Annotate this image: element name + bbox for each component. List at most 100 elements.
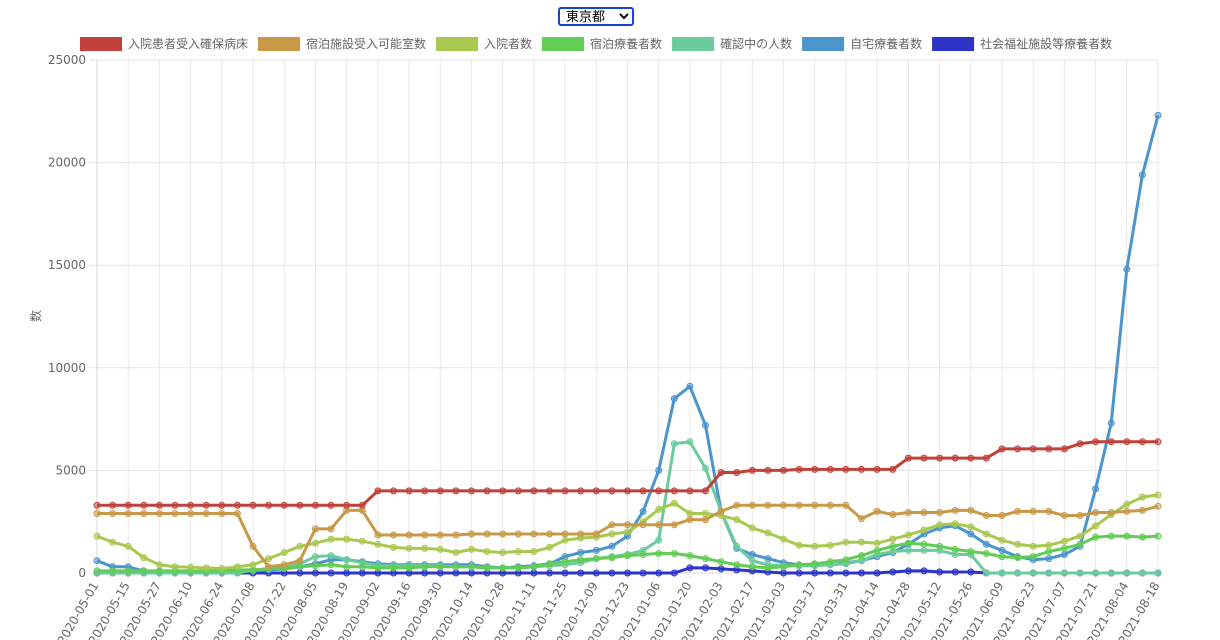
data-point[interactable] [1092,522,1100,530]
data-point[interactable] [468,569,475,577]
data-point[interactable] [904,567,912,575]
data-point[interactable] [546,530,553,538]
legend-label-4[interactable]: 確認中の人数 [720,36,792,51]
data-point[interactable] [670,440,678,448]
data-point[interactable] [1123,265,1131,273]
data-point[interactable] [748,466,756,474]
data-point[interactable] [311,562,319,570]
data-point[interactable] [530,530,538,538]
data-point[interactable] [109,567,117,575]
data-point[interactable] [780,569,787,577]
data-point[interactable] [967,523,975,531]
data-point[interactable] [748,551,756,558]
data-point[interactable] [889,542,897,550]
data-point[interactable] [639,551,647,558]
data-point[interactable] [327,501,335,509]
data-point[interactable] [171,563,179,571]
data-point[interactable] [311,539,319,547]
data-point[interactable] [1092,509,1100,516]
data-point[interactable] [577,487,585,495]
data-point[interactable] [468,545,475,553]
data-point[interactable] [670,550,678,557]
data-point[interactable] [296,542,304,550]
data-point[interactable] [873,569,881,577]
data-point[interactable] [296,563,304,571]
data-point[interactable] [374,564,382,572]
data-point[interactable] [1154,502,1162,510]
data-point[interactable] [218,501,226,509]
data-point[interactable] [93,557,101,565]
data-point[interactable] [811,501,819,509]
data-point[interactable] [1029,553,1037,561]
legend-swatch-0[interactable] [80,37,122,51]
data-point[interactable] [717,565,725,573]
data-point[interactable] [655,466,663,474]
data-point[interactable] [686,516,694,524]
data-point[interactable] [842,501,850,509]
data-point[interactable] [780,501,787,509]
data-point[interactable] [982,530,990,538]
data-point[interactable] [592,487,600,495]
legend-label-5[interactable]: 自宅療養者数 [850,36,922,51]
data-point[interactable] [686,510,694,517]
data-point[interactable] [858,515,865,523]
data-point[interactable] [452,487,460,495]
data-point[interactable] [904,509,912,516]
data-point[interactable] [1076,569,1084,577]
data-point[interactable] [436,569,444,577]
data-point[interactable] [499,487,507,495]
data-point[interactable] [1107,509,1115,516]
data-point[interactable] [1154,111,1162,119]
data-point[interactable] [1123,438,1131,446]
data-point[interactable] [670,521,678,529]
data-point[interactable] [483,487,491,495]
data-point[interactable] [1014,569,1022,577]
data-point[interactable] [218,565,226,572]
data-point[interactable] [390,487,397,495]
data-point[interactable] [124,510,132,517]
data-point[interactable] [327,552,335,560]
data-point[interactable] [608,542,616,550]
data-point[interactable] [702,564,709,572]
legend-label-3[interactable]: 宿泊療養者数 [590,36,662,51]
data-point[interactable] [436,563,444,571]
data-point[interactable] [1138,438,1146,446]
data-point[interactable] [530,548,538,555]
data-point[interactable] [311,501,319,509]
data-point[interactable] [155,561,163,569]
data-point[interactable] [982,550,990,557]
data-point[interactable] [717,469,725,476]
data-point[interactable] [1076,540,1084,548]
data-point[interactable] [920,540,928,548]
data-point[interactable] [1014,507,1022,515]
data-point[interactable] [624,528,631,536]
data-point[interactable] [327,561,335,569]
data-point[interactable] [951,520,959,528]
data-point[interactable] [702,464,709,472]
data-point[interactable] [639,487,647,495]
data-point[interactable] [374,487,382,495]
data-point[interactable] [311,569,319,577]
data-point[interactable] [577,549,585,556]
data-point[interactable] [826,465,834,473]
data-point[interactable] [171,501,179,509]
data-point[interactable] [1123,500,1131,508]
data-point[interactable] [998,569,1006,577]
data-point[interactable] [920,509,928,516]
data-point[interactable] [967,454,975,462]
data-point[interactable] [1092,485,1100,493]
data-point[interactable] [187,501,195,509]
data-point[interactable] [233,510,241,517]
data-point[interactable] [592,569,600,577]
data-point[interactable] [624,569,631,577]
data-point[interactable] [795,561,803,569]
data-point[interactable] [499,549,507,556]
data-point[interactable] [592,546,600,554]
data-point[interactable] [483,530,491,538]
data-point[interactable] [483,548,491,555]
data-point[interactable] [343,569,351,577]
data-point[interactable] [717,558,725,566]
data-point[interactable] [670,569,678,577]
data-point[interactable] [499,530,507,538]
data-point[interactable] [109,538,117,546]
